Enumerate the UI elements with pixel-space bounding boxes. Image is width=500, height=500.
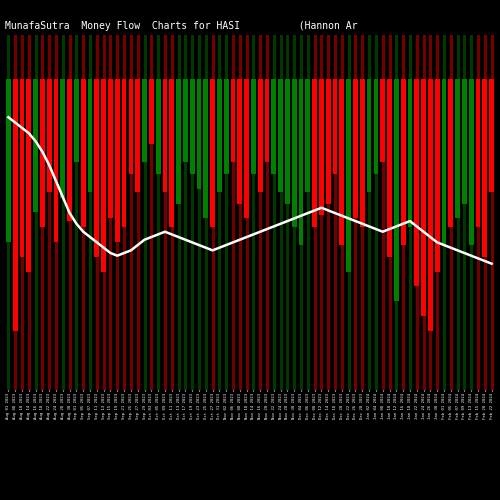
Bar [428, 80, 432, 331]
Bar [482, 80, 487, 257]
Bar [264, 80, 270, 162]
Bar [47, 80, 52, 192]
Bar [380, 80, 385, 162]
Bar [210, 80, 215, 228]
Bar [142, 80, 147, 162]
Bar [326, 80, 330, 204]
Bar [435, 80, 440, 272]
Bar [387, 80, 392, 257]
Bar [74, 80, 79, 162]
Bar [360, 80, 364, 228]
Bar [278, 80, 283, 192]
Bar [136, 80, 140, 192]
Bar [374, 80, 378, 174]
Bar [13, 80, 18, 331]
Bar [489, 80, 494, 192]
Text: MunafaSutra  Money Flow  Charts for HASI          (Hannon Ar                    : MunafaSutra Money Flow Charts for HASI (… [5, 22, 500, 32]
Bar [81, 80, 86, 228]
Bar [285, 80, 290, 204]
Bar [346, 80, 351, 272]
Bar [88, 80, 92, 192]
Bar [442, 80, 446, 245]
Bar [251, 80, 256, 174]
Bar [122, 80, 126, 228]
Bar [102, 80, 106, 272]
Bar [306, 80, 310, 192]
Bar [156, 80, 160, 174]
Bar [400, 80, 406, 245]
Bar [340, 80, 344, 245]
Bar [128, 80, 134, 174]
Bar [258, 80, 262, 192]
Bar [224, 80, 228, 174]
Bar [244, 80, 249, 218]
Bar [394, 80, 398, 301]
Bar [196, 80, 202, 189]
Bar [408, 80, 412, 228]
Bar [230, 80, 235, 162]
Bar [448, 80, 453, 228]
Bar [469, 80, 474, 245]
Bar [366, 80, 372, 192]
Bar [421, 80, 426, 316]
Bar [40, 80, 45, 228]
Bar [33, 80, 38, 212]
Bar [190, 80, 194, 174]
Bar [238, 80, 242, 204]
Bar [20, 80, 24, 257]
Bar [183, 80, 188, 162]
Bar [204, 80, 208, 218]
Bar [414, 80, 419, 286]
Bar [298, 80, 304, 245]
Bar [292, 80, 296, 228]
Bar [272, 80, 276, 174]
Bar [149, 80, 154, 144]
Bar [54, 80, 59, 242]
Bar [6, 80, 11, 242]
Bar [462, 80, 467, 204]
Bar [455, 80, 460, 218]
Bar [162, 80, 168, 192]
Bar [108, 80, 113, 218]
Bar [176, 80, 181, 204]
Bar [217, 80, 222, 192]
Bar [170, 80, 174, 228]
Bar [26, 80, 31, 272]
Bar [68, 80, 72, 222]
Bar [476, 80, 480, 228]
Bar [319, 80, 324, 216]
Bar [94, 80, 100, 257]
Bar [332, 80, 338, 174]
Bar [353, 80, 358, 218]
Bar [115, 80, 119, 242]
Bar [60, 80, 65, 198]
Bar [312, 80, 317, 228]
